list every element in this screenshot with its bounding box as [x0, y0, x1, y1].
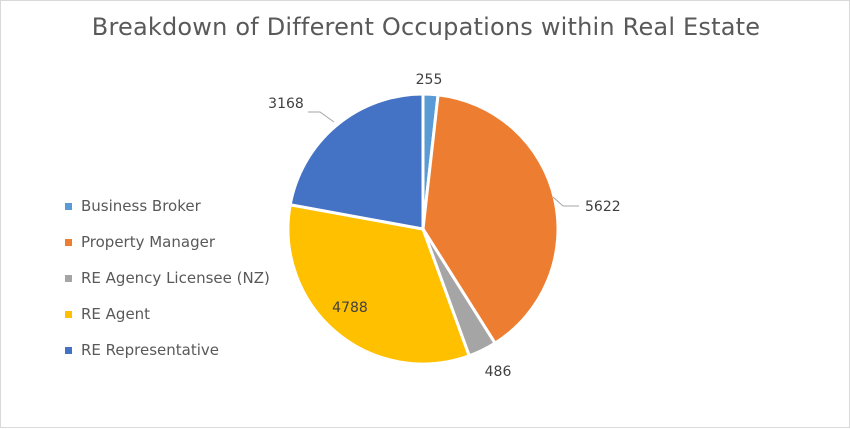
legend-swatch: [65, 346, 72, 354]
chart-title: Breakdown of Different Occupations withi…: [91, 13, 761, 41]
legend-item-re-agency-licensee: RE Agency Licensee (NZ): [65, 260, 295, 296]
data-label: 255: [416, 72, 443, 88]
legend-label: Business Broker: [81, 197, 201, 215]
pie-slice-re-representative: [288, 92, 425, 231]
legend-item-business-broker: Business Broker: [65, 188, 295, 224]
legend-label: RE Representative: [81, 341, 220, 359]
legend-swatch: [65, 274, 72, 282]
legend-label: RE Agent: [81, 305, 151, 323]
data-label: 4788: [332, 300, 368, 316]
legend: Business Broker Property Manager RE Agen…: [65, 188, 295, 368]
legend-swatch: [65, 310, 72, 318]
data-label: 3168: [268, 96, 304, 112]
legend-swatch: [65, 202, 72, 210]
leader-line: [552, 196, 579, 207]
data-label: 5622: [585, 199, 621, 215]
legend-label: RE Agency Licensee (NZ): [81, 269, 270, 287]
pie-slice-re-agent: [286, 203, 471, 366]
legend-label: Property Manager: [81, 233, 215, 251]
data-label: 486: [485, 364, 512, 380]
legend-item-re-representative: RE Representative: [65, 332, 295, 368]
legend-item-re-agent: RE Agent: [65, 296, 295, 332]
leader-line: [308, 111, 335, 123]
legend-swatch: [65, 238, 72, 246]
legend-item-property-manager: Property Manager: [65, 224, 295, 260]
